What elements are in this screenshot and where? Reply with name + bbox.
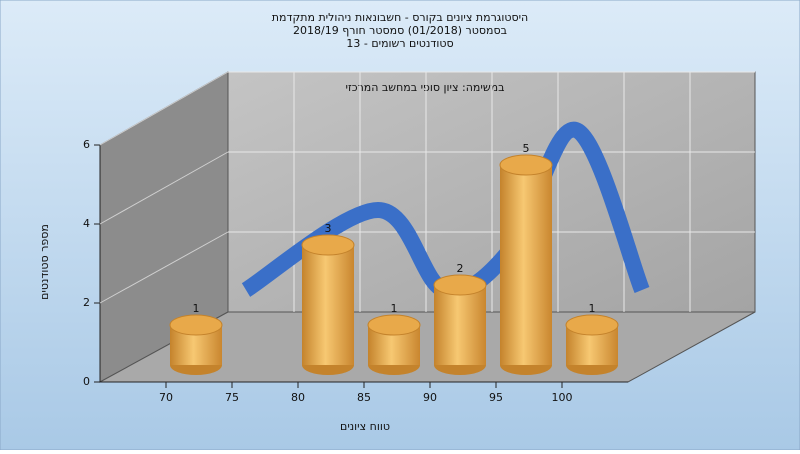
bar [302, 245, 354, 365]
value-label: 1 [391, 302, 398, 315]
x-tick-label: 85 [357, 391, 371, 404]
bar-top [499, 154, 553, 176]
bar [434, 285, 486, 365]
grid-line [99, 71, 229, 146]
bar-top [565, 314, 619, 336]
value-label: 3 [325, 222, 332, 235]
title-line: סטודנטים רשומים - 13 [346, 37, 453, 50]
bar-top [433, 274, 487, 296]
curve [241, 121, 650, 300]
x-tick-label: 80 [291, 391, 305, 404]
x-tick-label: 95 [489, 391, 503, 404]
title-line: היסטוגרמת ציונים בקורס - חשבונאות ניהולי… [272, 11, 528, 24]
grid-line [99, 151, 229, 225]
annotation: במשימה: ציון סופי במחשב המרכזי [345, 81, 504, 94]
value-label: 2 [457, 262, 464, 275]
bar-top [169, 314, 223, 336]
value-label: 1 [589, 302, 596, 315]
bar-top [301, 234, 355, 256]
x-tick-label: 75 [225, 391, 239, 404]
grid-line [99, 231, 229, 304]
x-tick-label: 100 [552, 391, 573, 404]
x-tick-label: 90 [423, 391, 437, 404]
title-line: בסמסטר (01/2018) סמסטר חורף 2018/19 [293, 24, 507, 37]
y-axis-label: מספר סטודנטים [38, 224, 51, 300]
x-tick-label: 70 [159, 391, 173, 404]
value-label: 1 [193, 302, 200, 315]
y-tick-label: 2 [83, 296, 90, 309]
bar-top [367, 314, 421, 336]
y-tick-label: 4 [83, 217, 90, 230]
x-axis-label: טווח ציונים [340, 420, 390, 433]
value-label: 5 [523, 142, 530, 155]
y-tick-label: 0 [83, 375, 90, 388]
y-tick-label: 6 [83, 138, 90, 151]
bar [500, 165, 552, 365]
